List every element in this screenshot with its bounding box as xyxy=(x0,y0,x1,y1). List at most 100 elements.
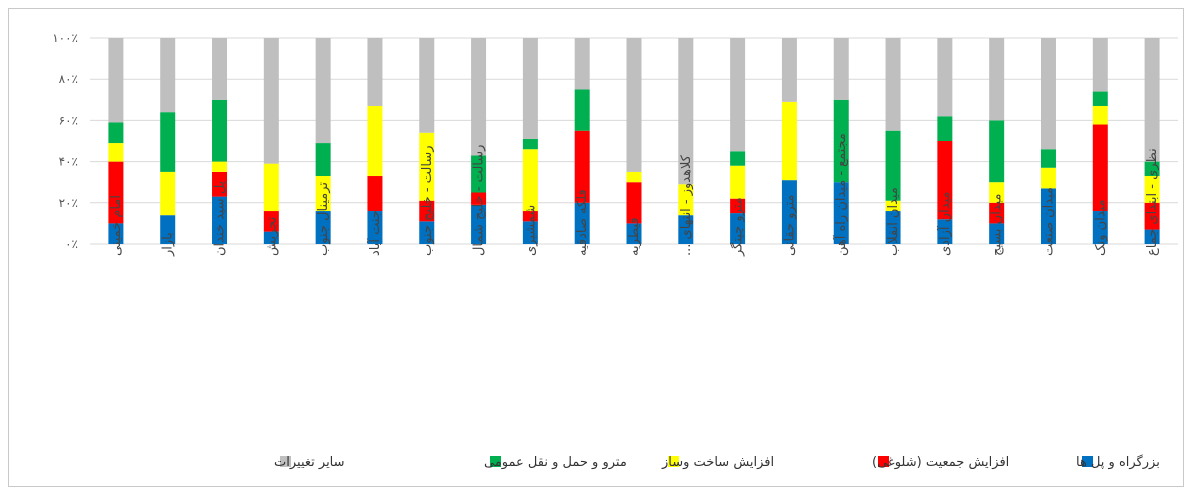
category-label: مجتمع - میدان راه آهن xyxy=(832,133,849,256)
category-label: ترمینال جنوب xyxy=(316,182,331,256)
bar-segment xyxy=(1092,124,1108,212)
y-tick-label: ۱۰۰٪ xyxy=(52,31,78,45)
y-tick-label: ۸۰٪ xyxy=(59,72,78,86)
bar-segment xyxy=(108,223,124,244)
category-label: تجریش xyxy=(264,216,279,256)
y-tick-label: ۶۰٪ xyxy=(59,113,78,127)
bar-segment xyxy=(989,182,1005,203)
bar-segment xyxy=(367,105,383,177)
bar-segment xyxy=(678,38,694,185)
bar-segment xyxy=(730,151,746,166)
bar-segment xyxy=(574,202,590,244)
bar-segment xyxy=(781,101,797,181)
bar-segment xyxy=(160,38,176,113)
bar-segment xyxy=(574,130,590,203)
bar-segment xyxy=(367,38,383,106)
bar-segment xyxy=(833,38,849,100)
category-label: پل سید خندان xyxy=(213,180,228,256)
bar-segment xyxy=(1040,188,1056,244)
category-label: کلاهدوز - انتهای ... xyxy=(679,154,694,256)
category-label: بازار xyxy=(161,232,176,257)
category-label: شمشیری xyxy=(523,205,538,256)
bar-segment xyxy=(367,176,383,212)
bar-segment xyxy=(108,122,124,144)
y-tick-label: ۲۰٪ xyxy=(59,196,78,210)
legend-swatch xyxy=(280,456,291,467)
bar-segment xyxy=(781,38,797,102)
bar-segment xyxy=(1092,38,1108,92)
bar-segment xyxy=(108,143,124,162)
category-label: فلکه صادقیه xyxy=(575,189,590,256)
category-label: مترو چیتگر xyxy=(730,197,746,257)
category-label: جنت آباد xyxy=(366,210,383,256)
legend-swatch xyxy=(878,456,889,467)
bar-segment xyxy=(263,231,279,244)
bar-segment xyxy=(315,143,331,177)
bar-segment xyxy=(367,211,383,244)
bar-segment xyxy=(522,38,538,139)
bar-segment xyxy=(471,38,487,156)
bar-segment xyxy=(833,182,849,244)
bar-segment xyxy=(263,163,279,212)
bar-segment xyxy=(263,211,279,232)
category-label: میدان آزادی xyxy=(936,192,953,256)
legend-label: افزایش ساخت وساز xyxy=(661,455,774,470)
bar-segment xyxy=(989,223,1005,244)
bar-segment xyxy=(1144,176,1160,203)
bar-segment xyxy=(212,99,228,162)
bar-segment xyxy=(160,112,176,172)
bar-segment xyxy=(574,38,590,90)
bar-segment xyxy=(1144,229,1160,244)
bar-segment xyxy=(471,204,487,244)
bar-segment xyxy=(730,38,746,152)
bar-segment xyxy=(1092,211,1108,244)
bar-segment xyxy=(626,38,642,172)
bar-segment xyxy=(937,219,953,244)
category-label: میدان صنعت xyxy=(1041,187,1056,256)
bar-segment xyxy=(212,171,228,197)
category-label: میدان ونک xyxy=(1093,199,1108,256)
bar-segment xyxy=(1144,38,1160,162)
bar-segment xyxy=(212,161,228,172)
bar-segment xyxy=(212,38,228,100)
bar-segment xyxy=(108,161,124,224)
legend: بزرگراه و پل ها افزایش جمعیت (شلوغی) افزای… xyxy=(274,454,1160,470)
bar-segment xyxy=(108,38,124,123)
legend-label: افزایش جمعیت (شلوغی) xyxy=(872,455,1009,470)
bar-segment xyxy=(574,89,590,131)
bar-segment xyxy=(781,180,797,244)
bar-segment xyxy=(730,165,746,199)
y-tick-label: ۰٪ xyxy=(65,237,78,251)
bar-segment xyxy=(263,38,279,164)
bar-segment xyxy=(937,116,953,141)
bar-segment xyxy=(626,223,642,244)
bar-segment xyxy=(626,171,642,183)
legend-swatch xyxy=(490,456,501,467)
y-axis-ticks: ۰٪ ۲۰٪ ۴۰٪ ۶۰٪ ۸۰٪ ۱۰۰٪ xyxy=(52,31,78,251)
y-tick-label: ۴۰٪ xyxy=(59,155,78,169)
category-label: رسالت - خلیج جنوب xyxy=(420,145,435,256)
bar-segment xyxy=(1092,105,1108,125)
bars xyxy=(108,38,1160,244)
bar-segment xyxy=(522,138,538,150)
bar-segment xyxy=(471,192,487,205)
legend-label: مترو و حمل و نقل عمومی xyxy=(484,455,627,470)
bar-segment xyxy=(419,132,435,201)
bar-segment xyxy=(212,196,228,244)
bar-segment xyxy=(885,200,901,212)
bar-segment xyxy=(885,38,901,131)
bar-segment xyxy=(1040,149,1056,168)
x-axis-labels: امام خمینی بازار پل سید خندان تجریش ترمینال … xyxy=(109,133,1160,257)
bar-segment xyxy=(522,221,538,244)
bar-segment xyxy=(678,184,694,216)
bar-segment xyxy=(937,141,953,220)
category-label: نظری - ابتدای جماع xyxy=(1145,148,1160,256)
bar-segment xyxy=(160,171,176,216)
category-label: مترو حقانی xyxy=(782,195,797,257)
category-label: میدان انقلاب xyxy=(886,187,901,256)
bar-segment xyxy=(989,38,1005,121)
legend-swatch xyxy=(1082,456,1093,467)
bar-segment xyxy=(730,198,746,214)
bar-segment xyxy=(315,211,331,244)
